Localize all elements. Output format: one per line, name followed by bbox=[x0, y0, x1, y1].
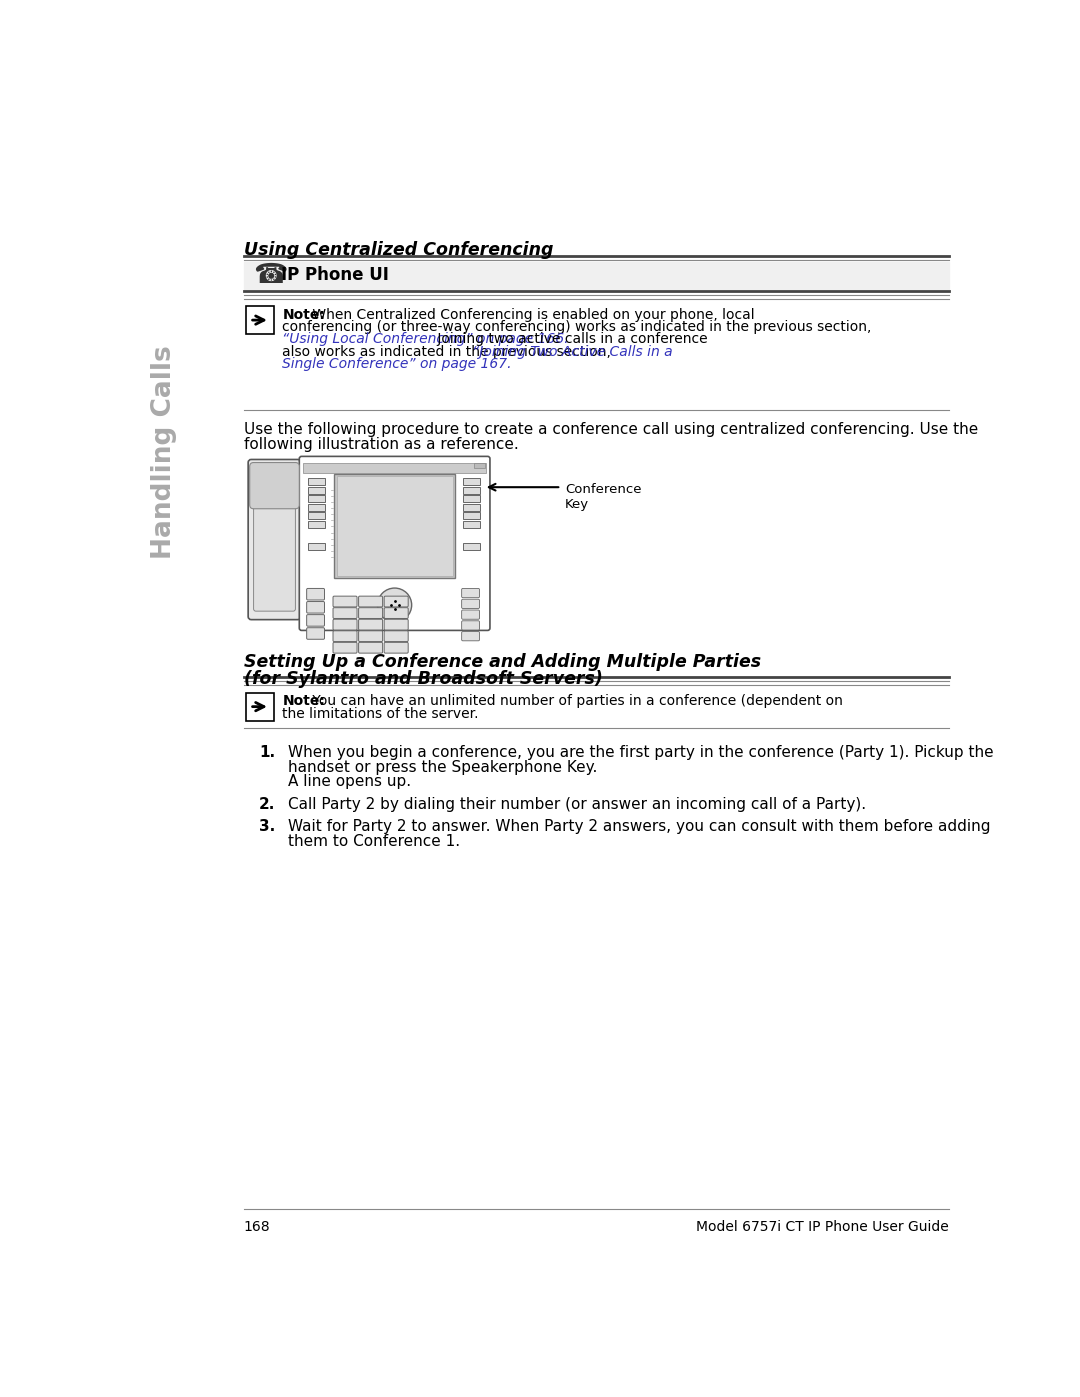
Text: Conference
Key: Conference Key bbox=[565, 483, 642, 511]
FancyBboxPatch shape bbox=[359, 643, 382, 654]
Text: also works as indicated in the previous section,: also works as indicated in the previous … bbox=[282, 345, 616, 359]
Circle shape bbox=[378, 588, 411, 622]
Text: When Centralized Conferencing is enabled on your phone, local: When Centralized Conferencing is enabled… bbox=[308, 307, 755, 321]
FancyBboxPatch shape bbox=[461, 631, 480, 641]
Circle shape bbox=[388, 598, 402, 612]
Bar bbox=[243, 261, 948, 289]
FancyBboxPatch shape bbox=[249, 462, 299, 509]
Text: Wait for Party 2 to answer. When Party 2 answers, you can consult with them befo: Wait for Party 2 to answer. When Party 2… bbox=[288, 819, 991, 834]
Bar bbox=[337, 476, 453, 576]
FancyBboxPatch shape bbox=[461, 588, 480, 598]
FancyBboxPatch shape bbox=[359, 619, 382, 630]
Text: You can have an unlimited number of parties in a conference (dependent on: You can have an unlimited number of part… bbox=[308, 694, 842, 708]
Text: 1.: 1. bbox=[259, 745, 275, 760]
Text: Handling Calls: Handling Calls bbox=[151, 345, 177, 559]
Text: 168: 168 bbox=[243, 1220, 270, 1234]
Text: Single Conference” on page 167.: Single Conference” on page 167. bbox=[282, 358, 512, 372]
Text: Use the following procedure to create a conference call using centralized confer: Use the following procedure to create a … bbox=[243, 422, 977, 437]
Bar bbox=[308, 521, 325, 528]
Text: A line opens up.: A line opens up. bbox=[288, 774, 411, 789]
Bar bbox=[308, 488, 325, 495]
Text: Setting Up a Conference and Adding Multiple Parties: Setting Up a Conference and Adding Multi… bbox=[243, 652, 760, 671]
Text: 2.: 2. bbox=[259, 796, 275, 812]
FancyBboxPatch shape bbox=[384, 631, 408, 641]
Bar bbox=[463, 504, 480, 511]
Bar bbox=[463, 495, 480, 502]
FancyBboxPatch shape bbox=[461, 620, 480, 630]
FancyBboxPatch shape bbox=[461, 599, 480, 609]
Bar bbox=[474, 464, 485, 468]
Text: Note:: Note: bbox=[282, 694, 325, 708]
Bar bbox=[308, 504, 325, 511]
FancyBboxPatch shape bbox=[307, 588, 324, 599]
FancyBboxPatch shape bbox=[307, 627, 324, 640]
Bar bbox=[303, 464, 486, 472]
Text: When you begin a conference, you are the first party in the conference (Party 1): When you begin a conference, you are the… bbox=[288, 745, 994, 760]
Bar bbox=[463, 521, 480, 528]
FancyBboxPatch shape bbox=[307, 602, 324, 613]
Text: them to Conference 1.: them to Conference 1. bbox=[288, 834, 460, 849]
FancyBboxPatch shape bbox=[333, 608, 357, 619]
Text: IP Phone UI: IP Phone UI bbox=[281, 267, 389, 285]
Text: Call Party 2 by dialing their number (or answer an incoming call of a Party).: Call Party 2 by dialing their number (or… bbox=[288, 796, 866, 812]
FancyBboxPatch shape bbox=[384, 597, 408, 606]
Bar bbox=[463, 478, 480, 485]
Text: Model 6757i CT IP Phone User Guide: Model 6757i CT IP Phone User Guide bbox=[696, 1220, 948, 1234]
FancyBboxPatch shape bbox=[384, 608, 408, 619]
Text: the limitations of the server.: the limitations of the server. bbox=[282, 707, 478, 721]
FancyBboxPatch shape bbox=[307, 615, 324, 626]
Bar bbox=[308, 478, 325, 485]
FancyBboxPatch shape bbox=[461, 610, 480, 619]
FancyBboxPatch shape bbox=[384, 643, 408, 654]
FancyBboxPatch shape bbox=[299, 457, 490, 630]
Bar bbox=[463, 543, 480, 550]
Text: following illustration as a reference.: following illustration as a reference. bbox=[243, 437, 518, 453]
FancyBboxPatch shape bbox=[359, 597, 382, 606]
Bar bbox=[308, 543, 325, 550]
Text: “Joining Two Active Calls in a: “Joining Two Active Calls in a bbox=[472, 345, 673, 359]
Bar bbox=[246, 693, 273, 721]
FancyBboxPatch shape bbox=[254, 468, 296, 610]
FancyBboxPatch shape bbox=[333, 597, 357, 606]
Text: Joining two active calls in a conference: Joining two active calls in a conference bbox=[433, 332, 708, 346]
Text: conferencing (or three-way conferencing) works as indicated in the previous sect: conferencing (or three-way conferencing)… bbox=[282, 320, 872, 334]
FancyBboxPatch shape bbox=[333, 631, 357, 641]
Bar bbox=[334, 474, 455, 578]
Text: “Using Local Conferencing” on page 166.: “Using Local Conferencing” on page 166. bbox=[282, 332, 569, 346]
FancyBboxPatch shape bbox=[359, 631, 382, 641]
Text: 3.: 3. bbox=[259, 819, 275, 834]
Text: ☎: ☎ bbox=[253, 261, 287, 289]
Bar bbox=[463, 511, 480, 518]
Text: Note:: Note: bbox=[282, 307, 325, 321]
FancyBboxPatch shape bbox=[333, 643, 357, 654]
FancyBboxPatch shape bbox=[333, 619, 357, 630]
FancyBboxPatch shape bbox=[384, 619, 408, 630]
Bar bbox=[463, 488, 480, 495]
Bar bbox=[308, 495, 325, 502]
FancyBboxPatch shape bbox=[359, 608, 382, 619]
Bar bbox=[308, 511, 325, 518]
Text: (for Sylantro and Broadsoft Servers): (for Sylantro and Broadsoft Servers) bbox=[243, 669, 603, 687]
Bar bbox=[246, 306, 273, 334]
Text: Using Centralized Conferencing: Using Centralized Conferencing bbox=[243, 240, 553, 258]
Text: handset or press the Speakerphone Key.: handset or press the Speakerphone Key. bbox=[288, 760, 598, 775]
FancyBboxPatch shape bbox=[248, 460, 301, 620]
